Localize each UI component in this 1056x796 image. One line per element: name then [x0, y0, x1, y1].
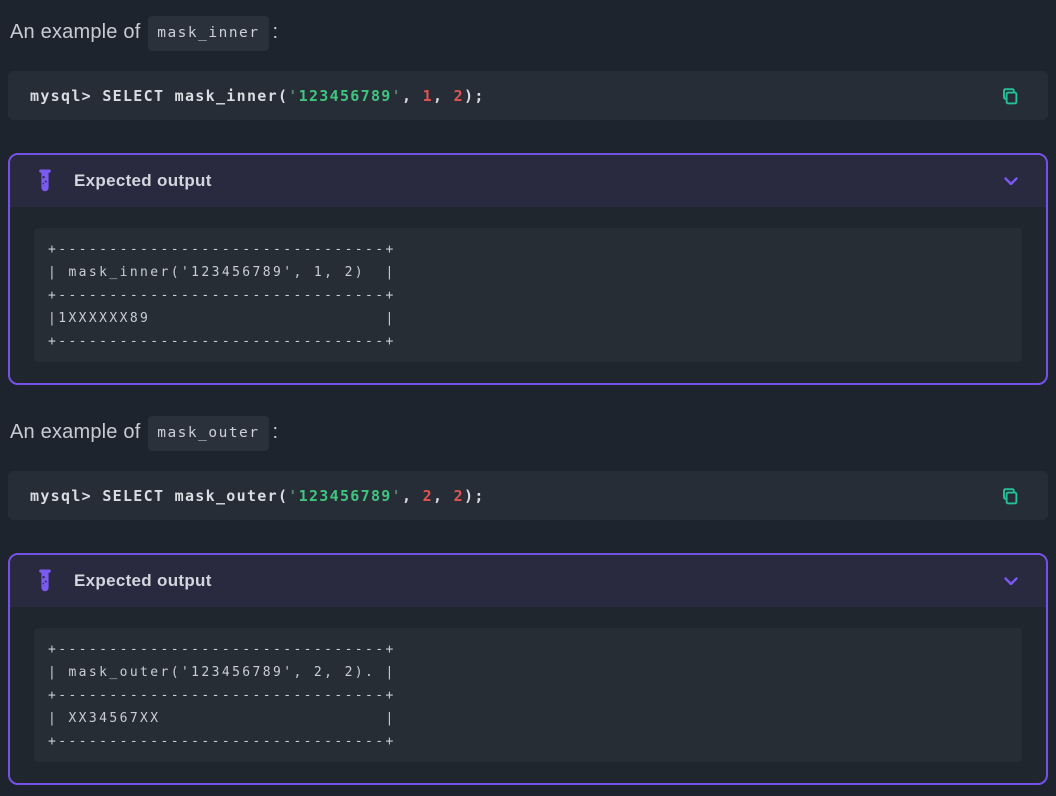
panel-title: Expected output [74, 571, 212, 590]
expected-output-header[interactable]: Expected output [10, 555, 1046, 607]
panel-body: +--------------------------------+ | mas… [10, 207, 1046, 383]
copy-button[interactable] [1000, 486, 1020, 506]
heading-colon: : [272, 421, 279, 443]
test-tube-icon [35, 569, 55, 593]
expected-output-panel: Expected output +-----------------------… [8, 153, 1048, 385]
heading-text: An example of [10, 21, 141, 43]
inline-code-mask-inner: mask_inner [148, 16, 269, 51]
copy-button[interactable] [1000, 86, 1020, 106]
heading-text: An example of [10, 421, 141, 443]
output-pre: +--------------------------------+ | mas… [34, 228, 1022, 362]
heading-colon: : [272, 21, 279, 43]
sql-command: mysql> SELECT mask_inner('123456789', 1,… [30, 86, 485, 105]
expected-output-panel: Expected output +-----------------------… [8, 553, 1048, 785]
panel-body: +--------------------------------+ | mas… [10, 607, 1046, 783]
copy-icon [1000, 486, 1020, 506]
test-tube-icon [35, 169, 55, 193]
example-heading: An example of mask_inner: [10, 16, 1048, 51]
inline-code-mask-outer: mask_outer [148, 416, 269, 451]
example-heading: An example of mask_outer: [10, 416, 1048, 451]
output-pre: +--------------------------------+ | mas… [34, 628, 1022, 762]
example-section-mask-inner: An example of mask_inner: mysql> SELECT … [8, 16, 1048, 385]
panel-title: Expected output [74, 171, 212, 190]
copy-icon [1000, 86, 1020, 106]
sql-code-block: mysql> SELECT mask_outer('123456789', 2,… [8, 471, 1048, 520]
chevron-down-icon[interactable] [1002, 573, 1020, 589]
expected-output-header[interactable]: Expected output [10, 155, 1046, 207]
sql-code-block: mysql> SELECT mask_inner('123456789', 1,… [8, 71, 1048, 120]
chevron-down-icon[interactable] [1002, 173, 1020, 189]
example-section-mask-outer: An example of mask_outer: mysql> SELECT … [8, 416, 1048, 785]
sql-command: mysql> SELECT mask_outer('123456789', 2,… [30, 486, 485, 505]
